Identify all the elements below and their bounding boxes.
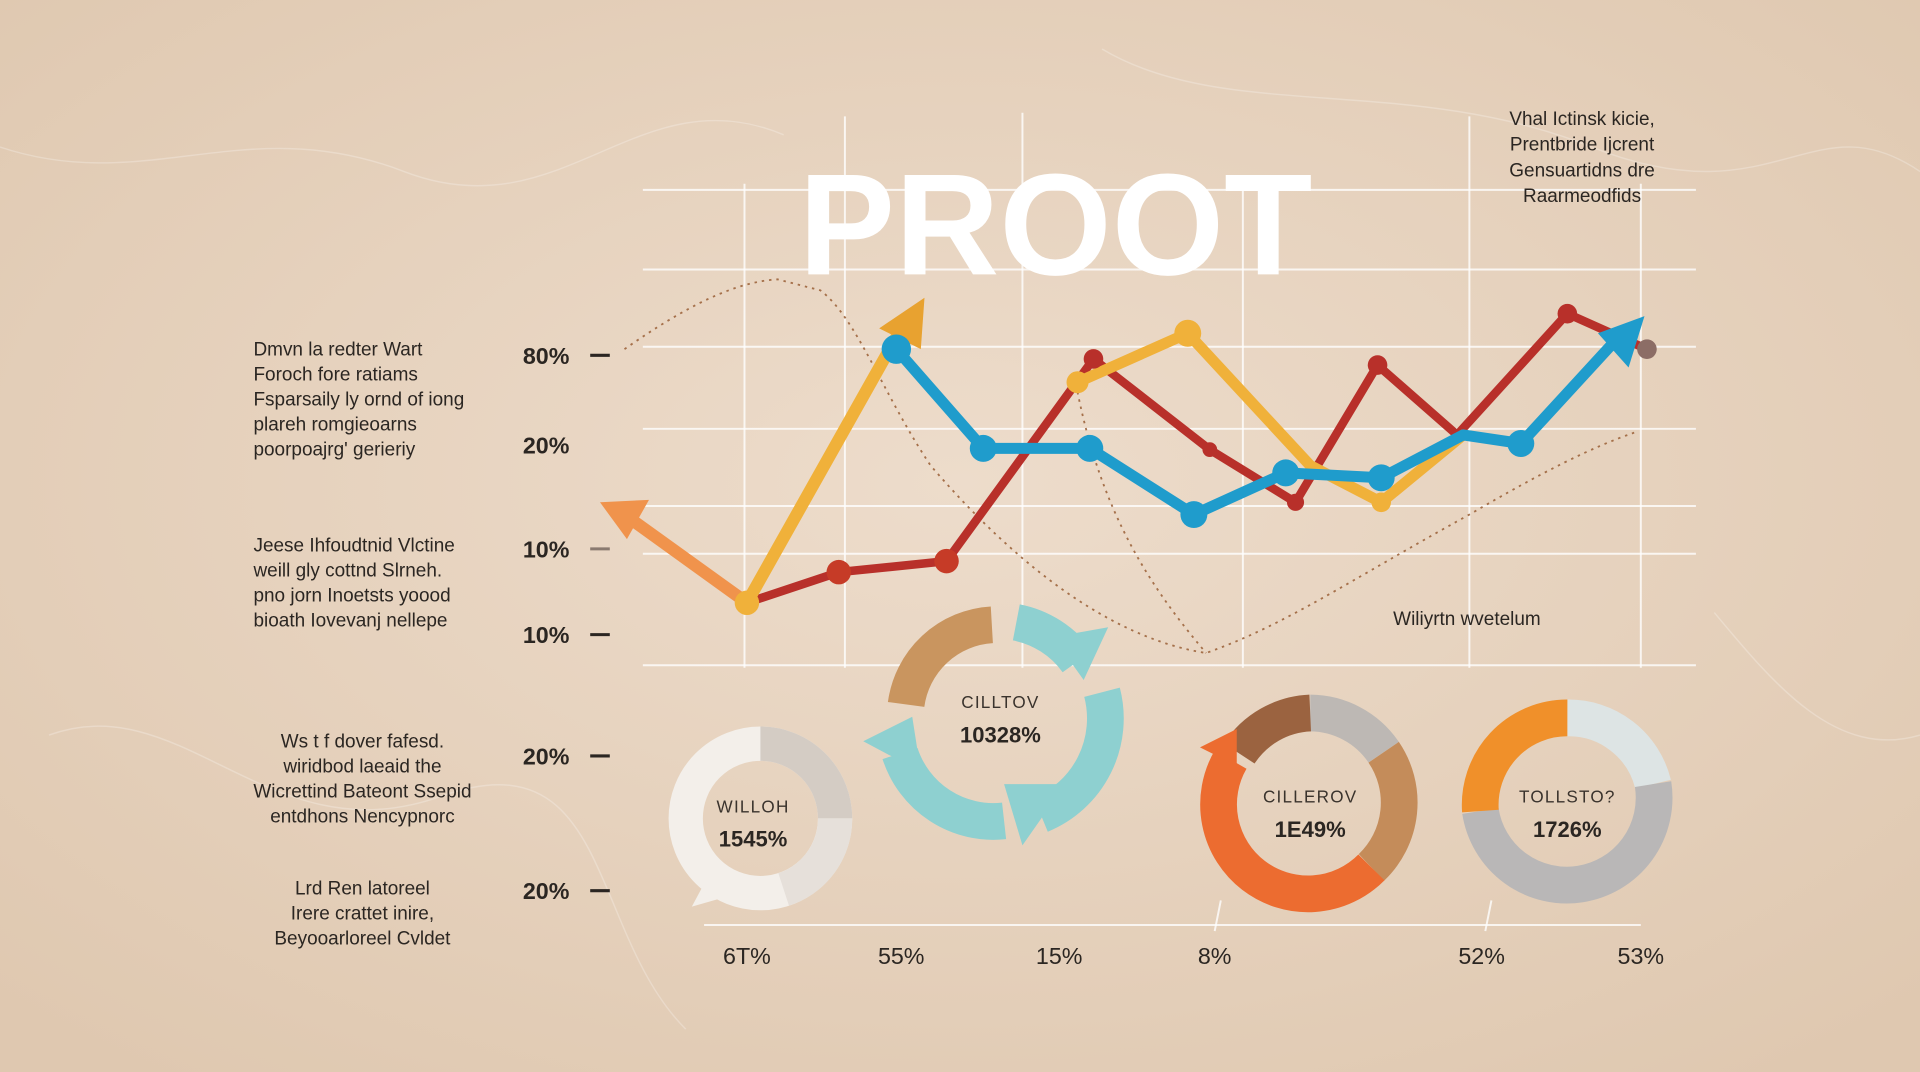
note-line: Gensuartidns dre xyxy=(1509,160,1654,181)
note-line: Foroch fore ratiams xyxy=(253,364,417,385)
donut xyxy=(1461,699,1673,904)
y-label: 20% xyxy=(523,878,570,904)
y-label: 10% xyxy=(523,622,570,648)
orange-line xyxy=(618,508,754,609)
arrowhead xyxy=(1200,728,1237,766)
note-line: Prentbride Ijcrent xyxy=(1510,135,1655,156)
donut-value: 1545% xyxy=(719,827,788,852)
note-line: Dmvn la redter Wart xyxy=(253,339,423,360)
note-line: Beyooarloreel Cvldet xyxy=(274,929,451,950)
recycle-arrows xyxy=(863,627,1109,846)
note-line: Fsparsaily ly ornd of iong xyxy=(253,390,464,411)
donut-label: TOLLSTO? xyxy=(1519,786,1616,806)
yellow-line xyxy=(1072,327,1469,508)
y-dashes xyxy=(590,353,610,893)
yellow-line xyxy=(740,324,907,609)
x-label: 8% xyxy=(1198,943,1232,969)
x-label: 53% xyxy=(1618,943,1665,969)
donut-value: 10328% xyxy=(960,722,1041,747)
note-line: weill gly cottnd Slrneh. xyxy=(252,560,442,581)
x-label: 52% xyxy=(1458,943,1505,969)
note-line: wiridbod laeaid the xyxy=(282,756,441,777)
arrowhead xyxy=(1597,316,1645,368)
note-line: Wicrettind Bateont Ssepid xyxy=(253,782,471,803)
texture xyxy=(0,48,1920,1030)
y-label: 20% xyxy=(523,432,570,458)
donut-label: CILLEROV xyxy=(1263,786,1357,806)
y-label: 20% xyxy=(523,743,570,769)
note-line: Vhal Ictinsk kicie, xyxy=(1509,109,1654,130)
annotation: Wiliyrtn wvetelum xyxy=(1393,609,1541,630)
note-line: bioath Iovevanj nellepe xyxy=(253,611,447,632)
red-line xyxy=(742,309,1652,608)
x-label: 6T% xyxy=(723,943,771,969)
donut-label: WILLOH xyxy=(717,796,790,816)
donut-value: 1E49% xyxy=(1275,817,1346,842)
markers xyxy=(734,303,1657,616)
arrowhead xyxy=(879,297,925,350)
note-line: plareh romgieoarns xyxy=(253,415,416,436)
note-line: Irere crattet inire, xyxy=(291,903,434,924)
title: PROOT xyxy=(799,143,1313,305)
note-line: Lrd Ren latoreel xyxy=(295,878,430,899)
note-line: pno jorn Inoetsts yoood xyxy=(253,586,450,607)
donut-value: 1726% xyxy=(1533,817,1602,842)
note-line: Ws t f dover fafesd. xyxy=(281,731,444,752)
note-line: Raarmeodfids xyxy=(1523,186,1641,207)
note-line: Jeese Ihfoudtnid Vlctine xyxy=(253,535,454,556)
arrowhead xyxy=(600,499,649,540)
donut xyxy=(668,726,853,911)
donut-label: CILLTOV xyxy=(961,692,1039,712)
x-label: 15% xyxy=(1036,943,1083,969)
note-line: entdhons Nencypnorc xyxy=(270,807,454,828)
x-label: 55% xyxy=(878,943,925,969)
donut xyxy=(1200,694,1418,913)
grid xyxy=(642,112,1696,932)
y-label: 80% xyxy=(523,343,570,369)
note-line: poorpoajrg' gerieriy xyxy=(253,440,415,461)
y-label: 10% xyxy=(523,536,570,562)
